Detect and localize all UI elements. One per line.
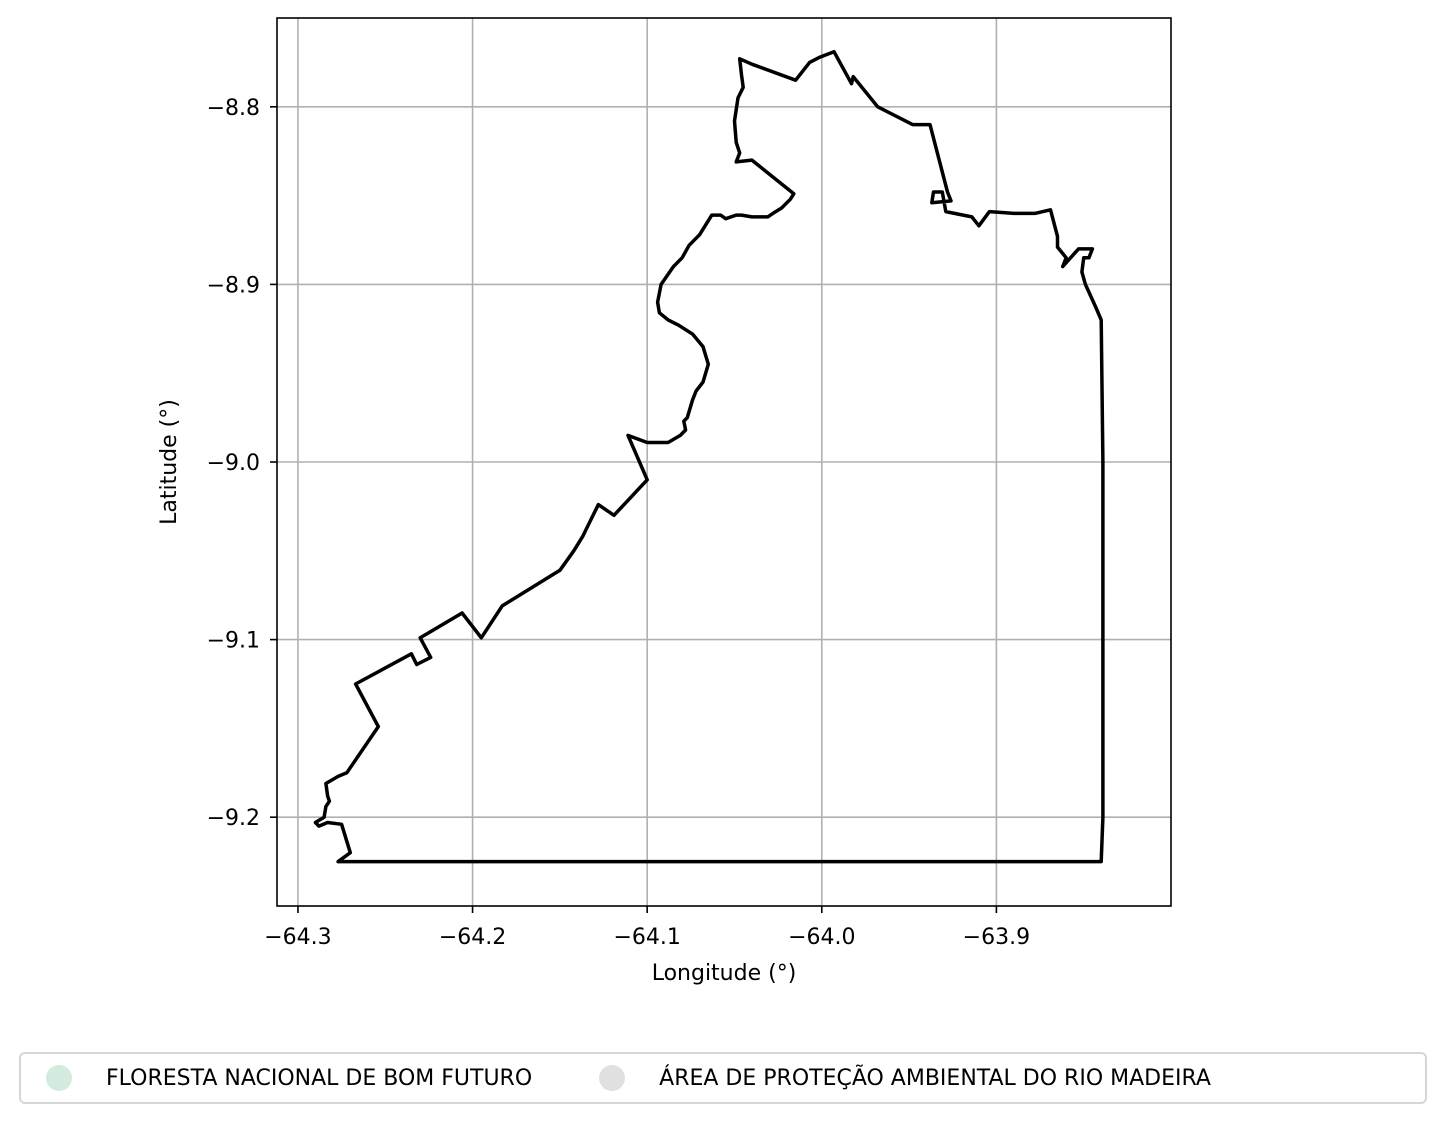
y-tick-label: −9.2 xyxy=(207,806,260,831)
y-tick-label: −9.0 xyxy=(207,451,260,476)
y-tick-label: −9.1 xyxy=(207,629,260,654)
x-tick-label: −64.0 xyxy=(788,925,855,950)
legend-label: FLORESTA NACIONAL DE BOM FUTURO xyxy=(106,1065,533,1091)
protected-area-boundary xyxy=(313,49,1105,864)
x-tick-label: −64.2 xyxy=(439,925,506,950)
legend-marker-icon xyxy=(599,1065,626,1091)
x-tick-label: −63.9 xyxy=(963,925,1030,950)
x-axis-ticks: −64.3 −64.2 −64.1 −64.0 −63.9 xyxy=(264,906,1030,950)
legend-marker-icon xyxy=(46,1065,72,1091)
y-tick-label: −8.9 xyxy=(207,273,260,298)
y-axis-ticks: −8.8 −8.9 −9.0 −9.1 −9.2 xyxy=(207,96,277,831)
legend: FLORESTA NACIONAL DE BOM FUTURO ÁREA DE … xyxy=(19,1052,1427,1104)
x-axis-label: Longitude (°) xyxy=(652,961,797,986)
y-axis-label: Latitude (°) xyxy=(157,399,182,525)
y-tick-label: −8.8 xyxy=(207,96,260,121)
x-tick-label: −64.3 xyxy=(264,925,331,950)
legend-item-floresta-nacional: FLORESTA NACIONAL DE BOM FUTURO xyxy=(46,1054,532,1102)
gridlines xyxy=(277,18,1171,906)
legend-label: ÁREA DE PROTEÇÃO AMBIENTAL DO RIO MADEIR… xyxy=(659,1065,1211,1091)
x-tick-label: −64.1 xyxy=(613,925,680,950)
map-figure: −64.3 −64.2 −64.1 −64.0 −63.9 −8.8 −8.9 −9.0 −9… xyxy=(157,17,1172,986)
legend-item-apa-rio-madeira: ÁREA DE PROTEÇÃO AMBIENTAL DO RIO MADEIR… xyxy=(599,1054,1211,1102)
